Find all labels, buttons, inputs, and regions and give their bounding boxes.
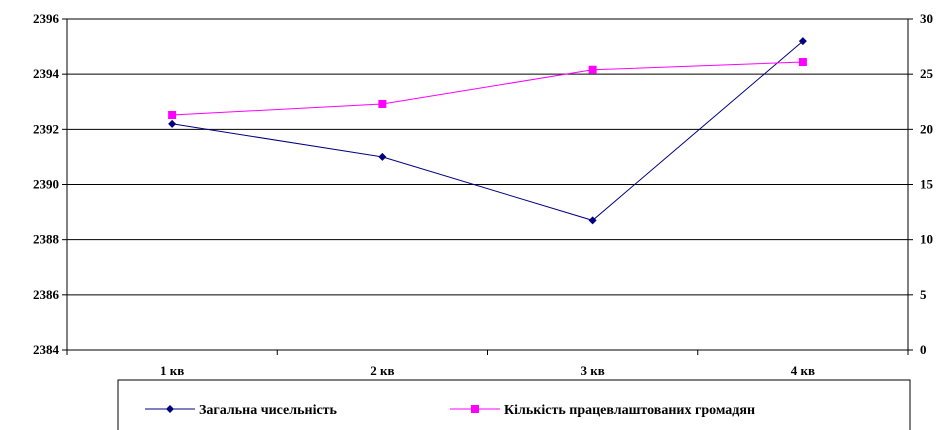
series-1-point-3 [798,58,807,67]
x-tick-label-3: 4 кв [791,363,815,378]
series-0-point-1 [378,152,387,161]
series-0-point-0 [168,119,177,128]
right-tick-label-4: 20 [920,121,933,136]
right-axis-tick-labels: 0 5 10 15 20 25 30 [920,11,934,357]
x-tick-label-1: 2 кв [370,363,394,378]
series-1-point-2 [588,65,597,74]
series-group [168,37,807,225]
x-axis-tick-labels: 1 кв 2 кв 3 кв 4 кв [160,363,815,378]
left-tick-label-3: 2390 [33,177,59,192]
legend-box [117,379,911,430]
series-1-point-0 [168,110,177,119]
right-tick-label-1: 5 [920,287,927,302]
axes [62,18,913,355]
left-tick-label-5: 2394 [33,66,60,81]
left-tick-label-6: 2396 [33,11,60,26]
legend: Загальна чисельність Кількість працевлаш… [117,379,911,430]
x-tick-label-0: 1 кв [160,363,184,378]
left-tick-label-1: 2386 [33,287,60,302]
right-tick-label-2: 10 [920,232,933,247]
legend-marker-0 [166,405,174,413]
left-tick-label-2: 2388 [33,232,60,247]
left-tick-label-0: 2384 [33,342,60,357]
legend-label-1: Кількість працевлаштованих громадян [504,403,755,418]
left-axis-tick-labels: 2384 2386 2388 2390 2392 2394 2396 [33,11,60,357]
left-tick-label-4: 2392 [33,121,59,136]
legend-marker-1 [471,405,479,413]
legend-item-0: Загальна чисельність [145,403,338,418]
right-tick-label-0: 0 [920,342,927,357]
gridlines [67,18,908,296]
legend-item-1: Кількість працевлаштованих громадян [450,403,755,418]
legend-label-0: Загальна чисельність [199,403,338,418]
x-tick-label-2: 3 кв [580,363,604,378]
series-0-point-3 [798,37,807,46]
right-tick-label-3: 15 [920,177,934,192]
right-tick-label-6: 30 [920,11,933,26]
series-line-1 [172,61,803,116]
series-line-0 [172,40,804,221]
series-1-point-1 [378,99,387,108]
right-tick-label-5: 25 [920,66,934,81]
series-0-point-2 [588,216,597,225]
